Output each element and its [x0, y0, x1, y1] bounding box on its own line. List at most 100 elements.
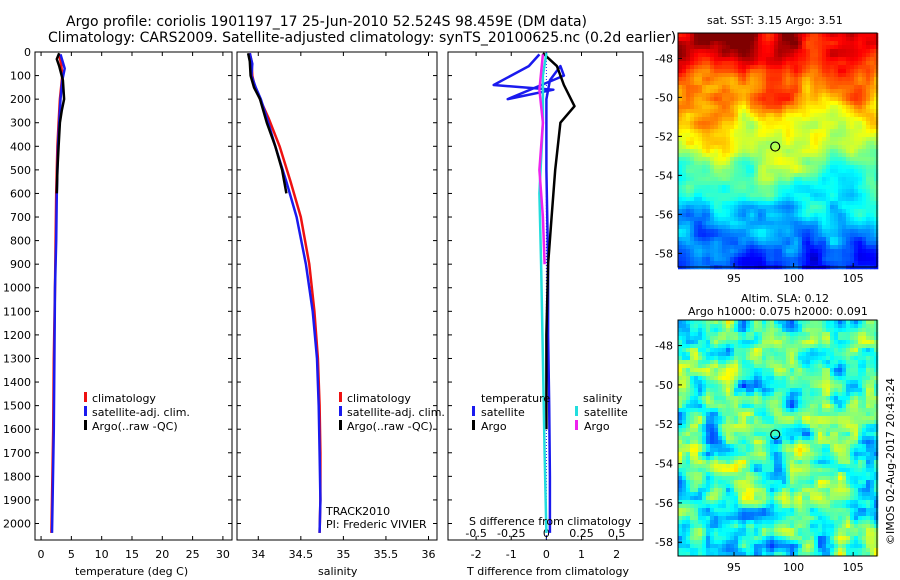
- heatmap-cell: [834, 237, 839, 242]
- heatmap-cell: [802, 105, 807, 110]
- heatmap-cell: [726, 436, 731, 441]
- heatmap-cell: [782, 249, 787, 254]
- heatmap-cell: [794, 181, 799, 186]
- heatmap-cell: [702, 412, 707, 417]
- heatmap-cell: [842, 376, 847, 381]
- heatmap-cell: [786, 348, 791, 353]
- heatmap-cell: [774, 460, 779, 465]
- heatmap-cell: [802, 165, 807, 170]
- heatmap-cell: [830, 404, 835, 409]
- heatmap-cell: [806, 173, 811, 178]
- heatmap-cell: [694, 141, 699, 146]
- heatmap-cell: [818, 356, 823, 361]
- heatmap-cell: [866, 356, 871, 361]
- heatmap-cell: [790, 452, 795, 457]
- heatmap-cell: [702, 408, 707, 413]
- heatmap-cell: [770, 193, 775, 198]
- heatmap-cell: [690, 161, 695, 166]
- heatmap-cell: [730, 109, 735, 114]
- heatmap-cell: [690, 428, 695, 433]
- heatmap-cell: [834, 384, 839, 389]
- heatmap-cell: [830, 384, 835, 389]
- heatmap-cell: [850, 81, 855, 86]
- heatmap-cell: [866, 173, 871, 178]
- heatmap-cell: [846, 33, 851, 38]
- heatmap-cell: [718, 332, 723, 337]
- heatmap-cell: [826, 77, 831, 82]
- heatmap-cell: [698, 444, 703, 449]
- heatmap-cell: [754, 332, 759, 337]
- heatmap-cell: [762, 85, 767, 90]
- heatmap-cell: [842, 157, 847, 162]
- heatmap-cell: [874, 253, 879, 258]
- heatmap-cell: [754, 444, 759, 449]
- heatmap-cell: [750, 452, 755, 457]
- heatmap-cell: [858, 388, 863, 393]
- heatmap-cell: [706, 201, 711, 206]
- heatmap-cell: [826, 340, 831, 345]
- heatmap-cell: [798, 408, 803, 413]
- heatmap-cell: [794, 360, 799, 365]
- heatmap-cell: [706, 109, 711, 114]
- heatmap-cell: [874, 364, 879, 369]
- heatmap-cell: [870, 332, 875, 337]
- heatmap-cell: [818, 424, 823, 429]
- heatmap-cell: [762, 113, 767, 118]
- heatmap-cell: [758, 45, 763, 50]
- heatmap-cell: [778, 181, 783, 186]
- heatmap-cell: [846, 185, 851, 190]
- heatmap-cell: [814, 360, 819, 365]
- heatmap-cell: [762, 452, 767, 457]
- heatmap-cell: [682, 89, 687, 94]
- heatmap-cell: [854, 133, 859, 138]
- heatmap-cell: [854, 121, 859, 126]
- heatmap-cell: [798, 233, 803, 238]
- heatmap-cell: [862, 37, 867, 42]
- heatmap-cell: [738, 85, 743, 90]
- heatmap-cell: [742, 73, 747, 78]
- heatmap-cell: [774, 380, 779, 385]
- heatmap-cell: [686, 404, 691, 409]
- heatmap-cell: [706, 225, 711, 230]
- heatmap-cell: [738, 388, 743, 393]
- heatmap-cell: [706, 69, 711, 74]
- heatmap-cell: [698, 89, 703, 94]
- heatmap-cell: [838, 73, 843, 78]
- heatmap-cell: [766, 33, 771, 38]
- heatmap-cell: [802, 257, 807, 262]
- heatmap-cell: [714, 324, 719, 329]
- heatmap-cell: [846, 221, 851, 226]
- heatmap-cell: [826, 169, 831, 174]
- heatmap-cell: [830, 352, 835, 357]
- heatmap-cell: [822, 428, 827, 433]
- heatmap-cell: [738, 209, 743, 214]
- heatmap-cell: [790, 149, 795, 154]
- heatmap-cell: [742, 408, 747, 413]
- heatmap-cell: [842, 181, 847, 186]
- heatmap-cell: [710, 113, 715, 118]
- heatmap-cell: [790, 153, 795, 158]
- heatmap-cell: [870, 245, 875, 250]
- heatmap-cell: [846, 69, 851, 74]
- heatmap-cell: [770, 348, 775, 353]
- heatmap-cell: [850, 113, 855, 118]
- heatmap-cell: [870, 101, 875, 106]
- heatmap-cell: [850, 372, 855, 377]
- heatmap-cell: [718, 37, 723, 42]
- heatmap-cell: [750, 225, 755, 230]
- heatmap-cell: [826, 352, 831, 357]
- heatmap-cell: [750, 177, 755, 182]
- heatmap-cell: [786, 137, 791, 142]
- heatmap-cell: [822, 105, 827, 110]
- heatmap-cell: [834, 45, 839, 50]
- heatmap-cell: [690, 245, 695, 250]
- heatmap-cell: [682, 380, 687, 385]
- heatmap-cell: [754, 97, 759, 102]
- heatmap-cell: [698, 185, 703, 190]
- heatmap-cell: [698, 69, 703, 74]
- heatmap-cell: [786, 181, 791, 186]
- heatmap-cell: [698, 400, 703, 405]
- heatmap-cell: [810, 109, 815, 114]
- heatmap-cell: [706, 85, 711, 90]
- heatmap-cell: [850, 324, 855, 329]
